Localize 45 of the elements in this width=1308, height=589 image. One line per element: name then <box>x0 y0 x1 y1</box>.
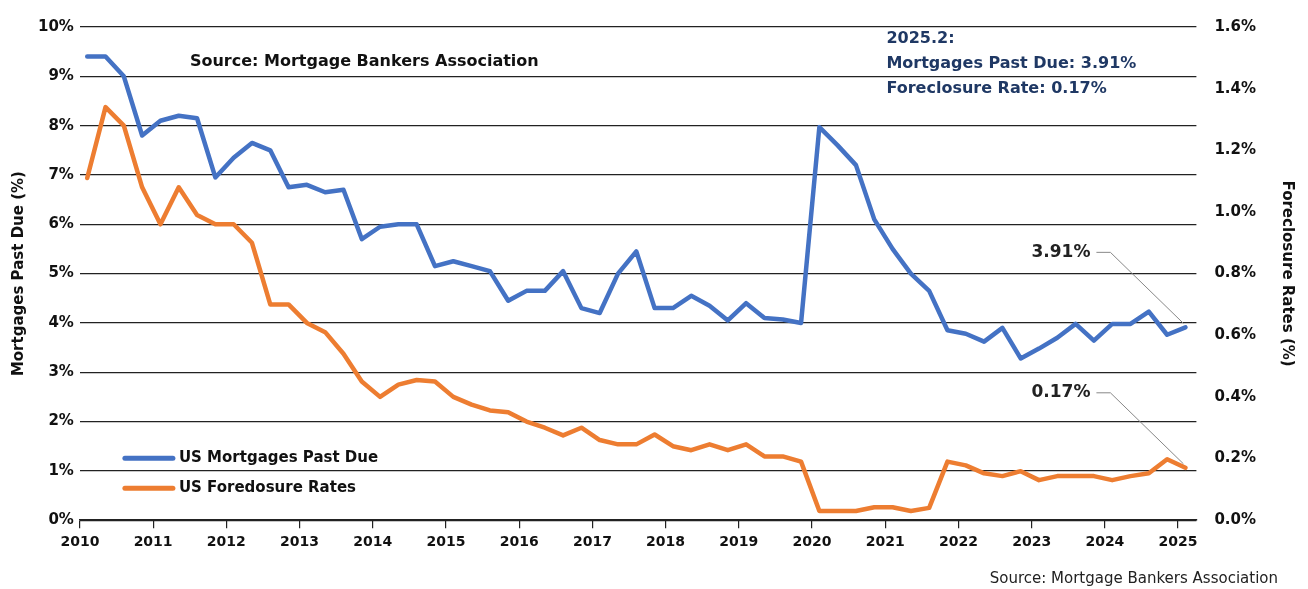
y2-tick-label: 1.4% <box>1214 78 1257 97</box>
x-tick-label: 2023 <box>1012 533 1052 550</box>
legend-label: US Foredosure Rates <box>178 478 357 497</box>
y-tick-label: 6% <box>48 214 74 233</box>
y2-tick-label: 0.2% <box>1214 448 1257 467</box>
x-tick-label: 2022 <box>938 533 978 550</box>
x-tick-label: 2024 <box>1085 533 1125 550</box>
y2-tick-label: 0.6% <box>1214 325 1257 344</box>
y-tick-label: 9% <box>48 66 74 85</box>
x-tick-label: 2021 <box>865 533 905 550</box>
y2-tick-label: 0.0% <box>1214 510 1257 529</box>
x-tick-label: 2019 <box>719 533 759 550</box>
annotation: 2025.2: Mortgages Past Due: 3.91% Foreclosure Rate: 0.17% <box>886 28 1137 98</box>
y2-tick-label: 1.2% <box>1214 140 1257 159</box>
y-tick-label: 3% <box>48 362 74 381</box>
y-tick-label: 4% <box>48 312 74 331</box>
y2-tick-label: 0.8% <box>1214 263 1257 282</box>
y2-tick-label: 1.6% <box>1214 16 1257 35</box>
y-tick-label: 2% <box>48 411 74 430</box>
y2-tick-label: 1.0% <box>1214 201 1257 220</box>
x-tick-label: 2014 <box>353 533 393 550</box>
annotation: Source: Mortgage Bankers Association <box>189 51 539 71</box>
legend-label: US Mortgages Past Due <box>178 448 379 467</box>
y-axis-title: Mortgages Past Due (%) <box>8 171 27 377</box>
x-tick-label: 2016 <box>499 533 539 550</box>
x-tick-label: 2011 <box>133 533 173 550</box>
x-tick-label: 2020 <box>792 533 832 550</box>
data-label: 0.17% <box>1031 381 1091 402</box>
y-tick-label: 10% <box>38 16 74 35</box>
x-tick-label: 2015 <box>426 533 466 550</box>
y-tick-label: 7% <box>48 164 74 183</box>
x-tick-label: 2017 <box>572 533 612 550</box>
y2-axis-title: Foreclosure Rates (%) <box>1279 180 1298 367</box>
x-tick-label: 2010 <box>60 533 100 550</box>
x-tick-label: 2013 <box>280 533 320 550</box>
data-label: 3.91% <box>1031 240 1091 261</box>
x-tick-label: 2018 <box>646 533 686 550</box>
y-tick-label: 1% <box>48 460 74 479</box>
x-tick-label: 2025 <box>1158 533 1198 550</box>
source-note: Source: Mortgage Bankers Association <box>989 568 1278 587</box>
y-tick-label: 0% <box>48 510 74 529</box>
y-tick-label: 8% <box>48 115 74 134</box>
y-tick-label: 5% <box>48 263 74 282</box>
y2-tick-label: 0.4% <box>1214 386 1257 405</box>
x-tick-label: 2012 <box>206 533 246 550</box>
